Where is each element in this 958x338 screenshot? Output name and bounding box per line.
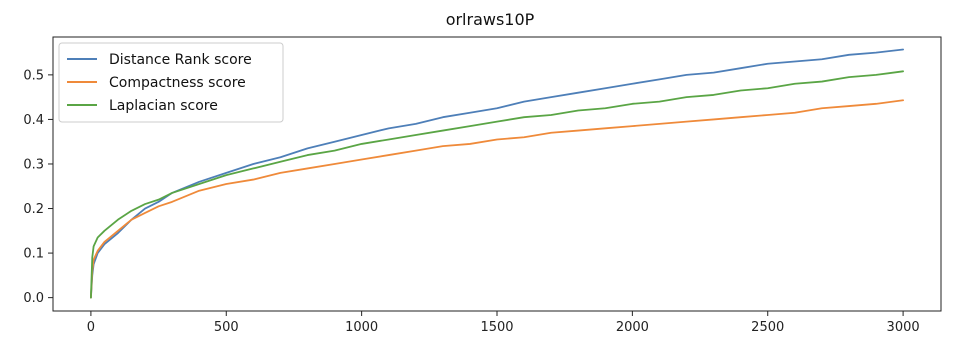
legend-box xyxy=(58,42,284,123)
series-line-2 xyxy=(90,99,904,299)
x-tick-label: 2000 xyxy=(616,320,649,335)
y-tick-label: 0.2 xyxy=(23,202,44,217)
legend: Distance Rank score Compactness score Lapl… xyxy=(58,42,284,123)
legend-label: Compactness score xyxy=(109,75,246,91)
x-tick-label: 3000 xyxy=(887,320,920,335)
legend-label: Laplacian score xyxy=(109,98,218,114)
y-tick-label: 0.3 xyxy=(23,157,44,172)
x-tick-label: 1000 xyxy=(345,320,378,335)
y-tick-label: 0.0 xyxy=(23,291,44,306)
y-tick-label: 0.5 xyxy=(23,68,44,83)
y-tick-label: 0.1 xyxy=(23,247,44,262)
chart-title: orlraws10P xyxy=(446,10,535,29)
x-tick-label: 2500 xyxy=(751,320,784,335)
series-line-3 xyxy=(90,70,904,299)
y-tick-label: 0.4 xyxy=(23,113,44,128)
x-axis: 0 500 1000 1500 2000 2500 3000 xyxy=(87,311,920,335)
x-tick-label: 1500 xyxy=(480,320,513,335)
series-lines xyxy=(90,48,904,299)
x-tick-label: 0 xyxy=(87,320,95,335)
x-tick-label: 500 xyxy=(214,320,239,335)
legend-label: Distance Rank score xyxy=(109,52,252,68)
y-axis: 0.0 0.1 0.2 0.3 0.4 0.5 xyxy=(23,68,53,306)
